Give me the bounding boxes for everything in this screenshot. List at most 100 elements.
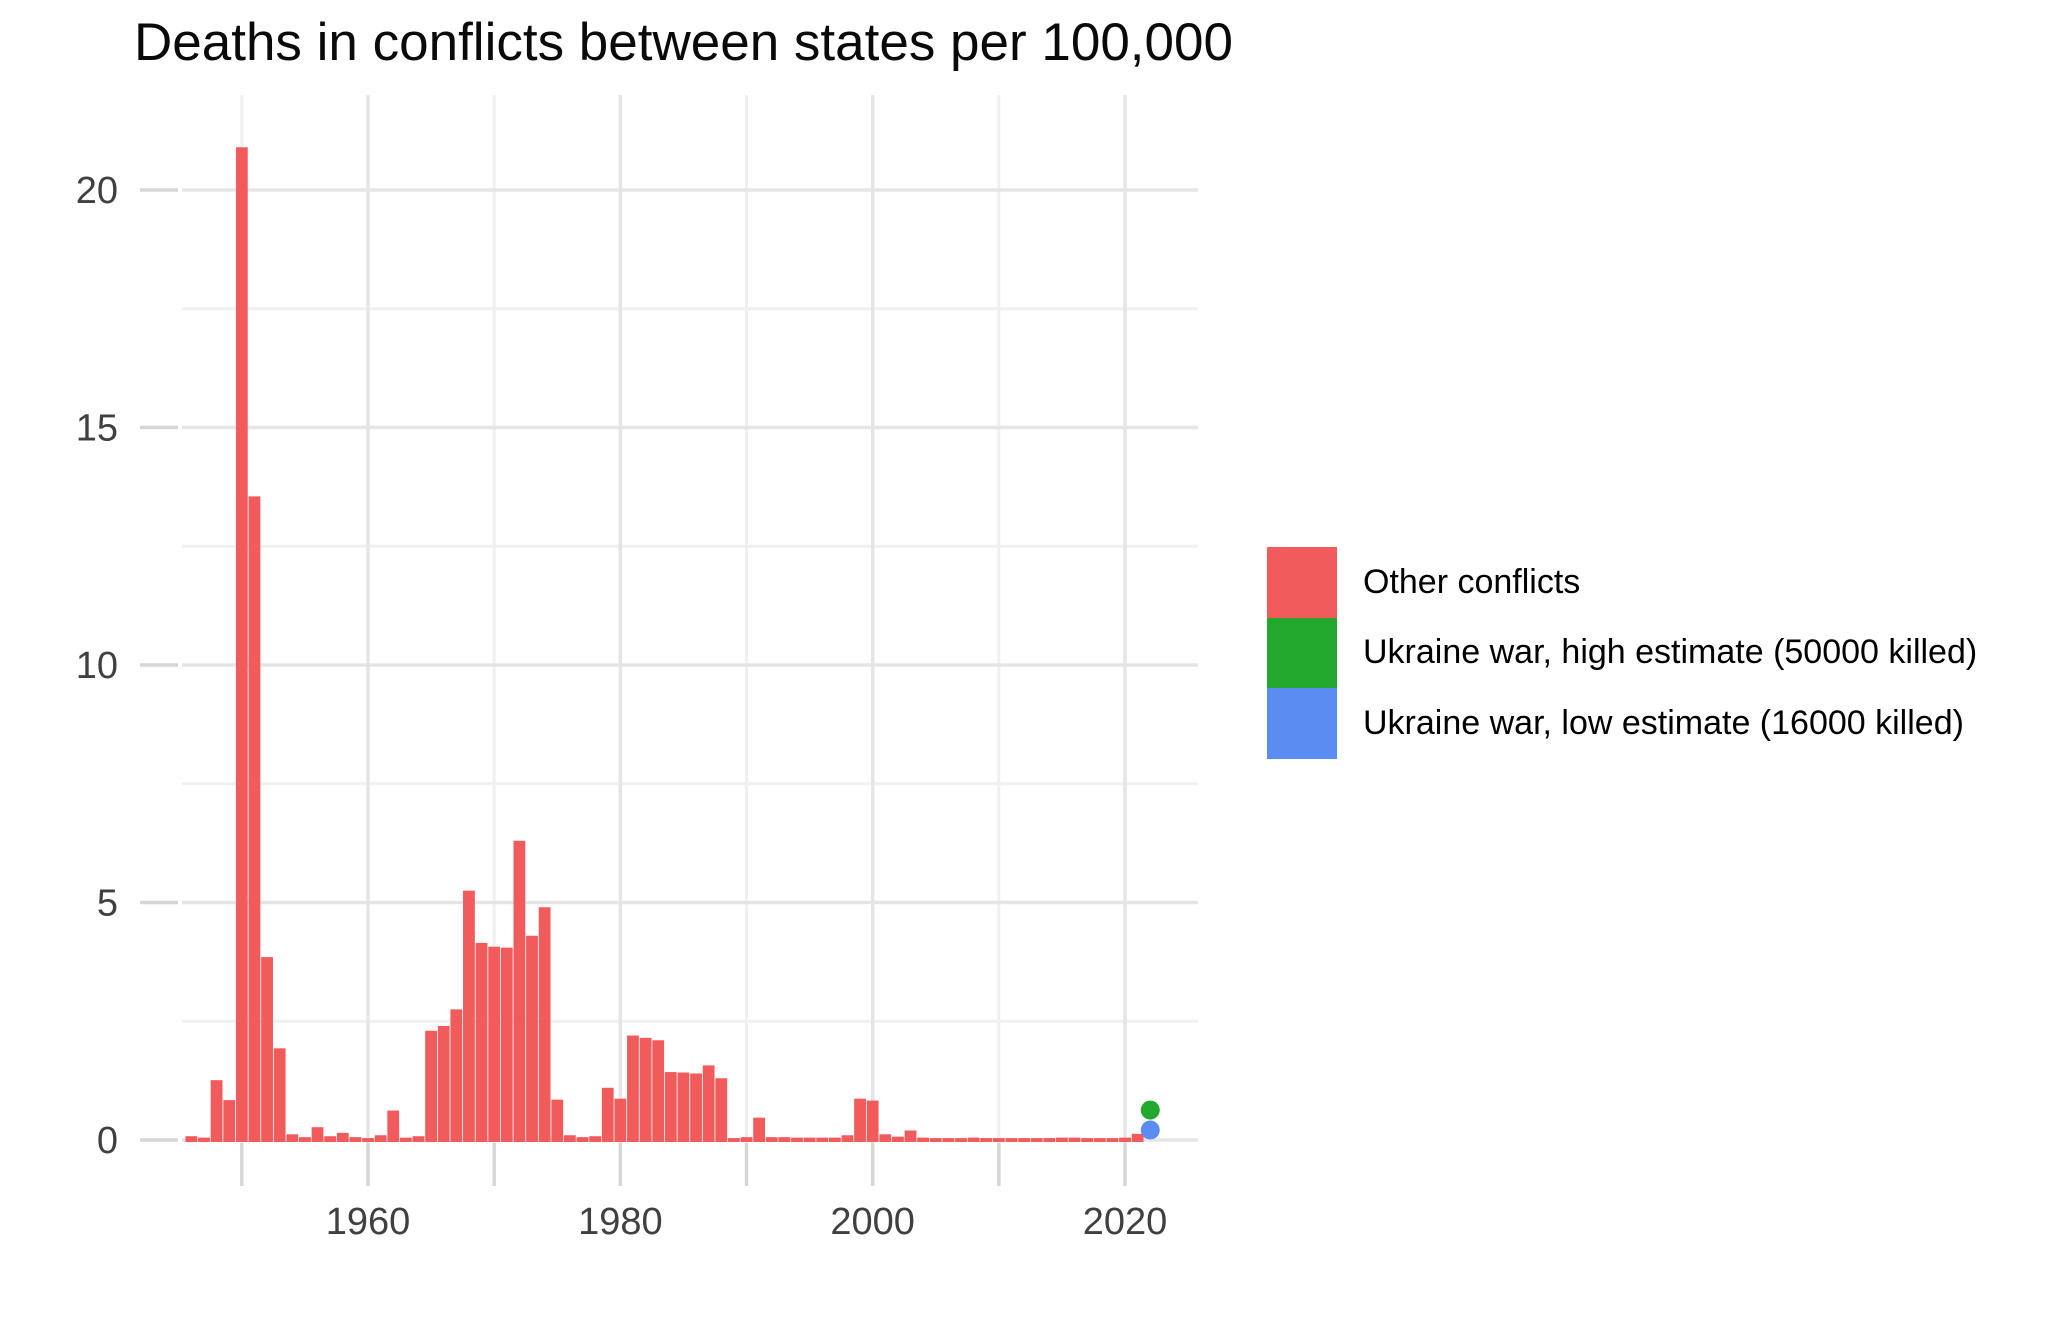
- bar-1959: [349, 1137, 362, 1142]
- bar-2016: [1068, 1137, 1081, 1142]
- bar-1955: [299, 1137, 311, 1142]
- y-tick-label-0: 0: [97, 1120, 118, 1162]
- bar-2002: [892, 1136, 904, 1142]
- bar-1978: [589, 1136, 602, 1142]
- legend-label-ukraine-war-low: Ukraine war, low estimate (16000 killed): [1363, 703, 1964, 742]
- bar-2012: [1018, 1138, 1030, 1142]
- bar-1994: [791, 1137, 803, 1142]
- y-tick-label-10: 10: [76, 645, 118, 687]
- bar-2008: [967, 1137, 980, 1142]
- bar-1981: [627, 1035, 639, 1142]
- bar-1952: [261, 957, 273, 1142]
- bar-1998: [841, 1135, 854, 1142]
- bar-1980: [614, 1098, 627, 1142]
- bar-1982: [639, 1037, 652, 1142]
- bar-2019: [1106, 1138, 1119, 1142]
- bar-2014: [1043, 1138, 1056, 1142]
- bar-2017: [1081, 1138, 1094, 1142]
- bar-1953: [273, 1048, 286, 1142]
- bar-1988: [715, 1078, 728, 1142]
- bar-2003: [904, 1130, 917, 1142]
- x-tick-label-2000: 2000: [830, 1201, 915, 1243]
- legend-item-other-conflicts: Other conflicts: [1267, 547, 1977, 618]
- y-tick-label-20: 20: [76, 170, 118, 212]
- bar-1966: [437, 1026, 450, 1142]
- bar-1985: [677, 1072, 690, 1142]
- bar-2005: [929, 1138, 942, 1142]
- bar-1999: [854, 1098, 866, 1142]
- bar-2006: [942, 1138, 955, 1142]
- bar-1957: [324, 1136, 337, 1142]
- legend-swatch-ukraine-war-high: [1267, 617, 1337, 688]
- legend-label-ukraine-war-high: Ukraine war, high estimate (50000 killed…: [1363, 633, 1978, 672]
- bar-2004: [917, 1137, 930, 1142]
- chart-title: Deaths in conflicts between states per 1…: [134, 13, 1233, 72]
- bar-2000: [866, 1100, 879, 1142]
- bar-1964: [412, 1136, 425, 1142]
- bar-1979: [601, 1087, 614, 1142]
- y-tick-label-15: 15: [76, 408, 118, 450]
- bar-2007: [955, 1138, 967, 1142]
- bar-1958: [336, 1132, 349, 1142]
- bar-1977: [576, 1137, 589, 1142]
- bar-1983: [652, 1040, 665, 1142]
- bar-1973: [526, 935, 538, 1142]
- bar-1963: [399, 1137, 412, 1142]
- bar-2021: [1131, 1133, 1144, 1142]
- bar-2018: [1093, 1138, 1106, 1142]
- bar-2011: [1005, 1138, 1018, 1142]
- legend-swatch-ukraine-war-low: [1267, 688, 1337, 759]
- x-tick-label-1980: 1980: [578, 1201, 663, 1243]
- bar-1986: [690, 1073, 702, 1142]
- bar-1991: [753, 1117, 766, 1142]
- bar-1968: [463, 890, 475, 1142]
- bar-1993: [778, 1137, 791, 1142]
- legend: Other conflicts Ukraine war, high estima…: [1267, 547, 1977, 759]
- bar-1971: [500, 947, 513, 1142]
- bar-2013: [1030, 1138, 1043, 1142]
- x-tick-label-1960: 1960: [326, 1201, 411, 1243]
- bar-1996: [816, 1137, 829, 1142]
- bar-1995: [803, 1137, 816, 1142]
- bar-1956: [311, 1127, 324, 1142]
- legend-item-ukraine-war-low: Ukraine war, low estimate (16000 killed): [1267, 688, 1977, 759]
- bar-1990: [740, 1137, 753, 1142]
- bar-1967: [450, 1009, 463, 1142]
- bar-2020: [1119, 1137, 1131, 1142]
- bar-1992: [765, 1137, 778, 1142]
- y-tick-label-5: 5: [97, 883, 118, 925]
- legend-item-ukraine-war-high: Ukraine war, high estimate (50000 killed…: [1267, 617, 1978, 688]
- bar-1949: [223, 1100, 236, 1142]
- bar-1961: [374, 1135, 387, 1142]
- bar-1950: [235, 147, 248, 1142]
- bar-1965: [425, 1030, 437, 1142]
- bar-1997: [828, 1137, 841, 1142]
- x-tick-label-2020: 2020: [1083, 1201, 1168, 1243]
- ukraine-high-dot: [1140, 1100, 1160, 1120]
- bar-1975: [551, 1099, 564, 1142]
- bar-1954: [286, 1134, 299, 1142]
- ukraine-low-dot: [1140, 1120, 1160, 1140]
- bar-1948: [210, 1080, 223, 1142]
- bar-1987: [702, 1065, 715, 1142]
- bar-1960: [362, 1138, 374, 1142]
- bar-1962: [387, 1110, 400, 1142]
- bar-1976: [563, 1135, 576, 1142]
- bar-1969: [475, 942, 488, 1142]
- bar-1972: [513, 840, 526, 1142]
- bar-1947: [198, 1137, 210, 1142]
- bar-1989: [727, 1138, 740, 1142]
- bar-1970: [488, 946, 501, 1142]
- legend-label-other-conflicts: Other conflicts: [1363, 562, 1581, 601]
- bar-1984: [664, 1072, 677, 1142]
- bar-2009: [980, 1138, 993, 1142]
- bar-2001: [879, 1134, 892, 1142]
- bar-2015: [1056, 1137, 1068, 1142]
- bar-1946: [185, 1136, 198, 1142]
- bar-1974: [538, 907, 551, 1142]
- bar-1951: [248, 496, 261, 1142]
- legend-swatch-other-conflicts: [1267, 547, 1337, 618]
- bar-2010: [992, 1138, 1005, 1142]
